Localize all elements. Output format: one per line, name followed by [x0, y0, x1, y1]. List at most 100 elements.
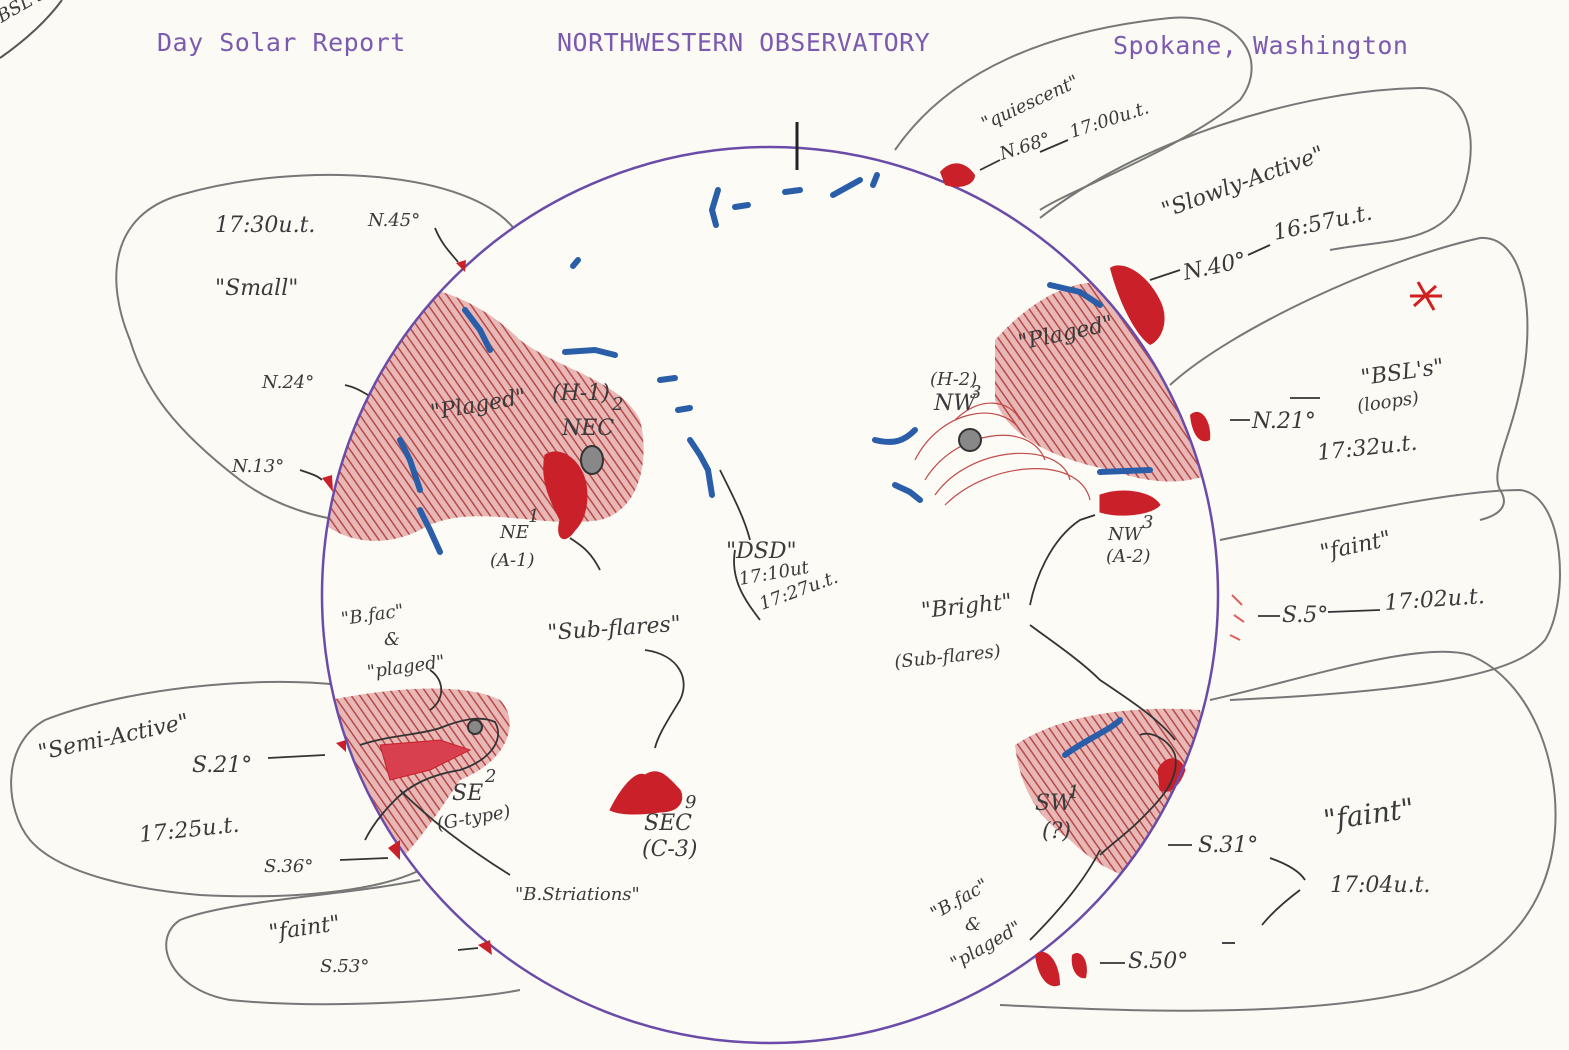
lr-quality: "faint" — [1321, 792, 1416, 837]
filament-8 — [562, 346, 618, 358]
label-sec: SEC — [644, 811, 692, 836]
spot-nec — [580, 445, 604, 475]
prom-s53 — [478, 940, 492, 955]
label-h2: (H-2) — [930, 369, 977, 390]
prom-s5 — [1229, 594, 1245, 641]
ul-lat-n24: N.24° — [261, 372, 314, 393]
ll-quality: "Semi-Active" — [36, 710, 191, 766]
core-nec — [543, 451, 588, 540]
label-nec: NEC — [561, 416, 614, 441]
observatory-name: NORTHWESTERN OBSERVATORY — [557, 28, 931, 57]
filament-6 — [570, 257, 581, 269]
filament-5 — [870, 172, 880, 188]
prom-s21 — [336, 740, 346, 752]
filament-17 — [1097, 467, 1153, 475]
label-sec-num: 9 — [685, 792, 696, 813]
balloon-right — [1169, 236, 1529, 521]
r-time: 17:32u.t. — [1316, 431, 1418, 466]
filament-11 — [687, 437, 715, 498]
ur-quality: "Slowly-Active" — [1159, 142, 1328, 224]
spot-nw — [958, 428, 982, 452]
ul-time: 17:30u.t. — [215, 213, 315, 238]
balloon-lower-right — [999, 650, 1557, 1012]
balloon-top — [894, 16, 1253, 211]
label-nw-lower-num: 3 — [1142, 512, 1153, 533]
filament-14 — [1047, 282, 1103, 308]
label-bfac-right-and: & — [965, 914, 981, 935]
star-marker — [1410, 281, 1442, 311]
rm-lat: S.5° — [1282, 603, 1328, 628]
ll-lat2: S.36° — [264, 856, 313, 877]
margin-note: BSL's — [0, 0, 63, 59]
balloon-upper-right — [1039, 86, 1472, 251]
prom-s50 — [1035, 951, 1060, 987]
label-b-striations: "B.Striations" — [515, 884, 640, 905]
prom-n21 — [1190, 411, 1211, 442]
report-title: Day Solar Report — [157, 28, 406, 57]
balloon-upper-left — [115, 173, 516, 521]
rm-time: 17:02u.t. — [1384, 584, 1486, 616]
label-sw-q: (?) — [1042, 819, 1071, 844]
prom-n45 — [456, 260, 466, 272]
ll-lat1: S.21° — [192, 753, 252, 778]
callout-balloons — [10, 16, 1561, 1012]
filament-15 — [872, 427, 918, 445]
lr-lat2: S.50° — [1128, 949, 1188, 974]
label-se: SE — [452, 781, 483, 806]
label-a1: (A-1) — [490, 550, 535, 571]
filament-1 — [708, 187, 721, 228]
label-sw: SW — [1035, 791, 1075, 816]
ul-lat-n13: N.13° — [231, 456, 284, 477]
lr-lat1: S.31° — [1198, 833, 1258, 858]
filament-3 — [782, 187, 803, 195]
sunspots — [467, 428, 982, 735]
top-quality: "quiescent" — [978, 71, 1082, 134]
label-ne: NE — [499, 522, 529, 543]
ul-lat-n45: N.45° — [367, 210, 420, 231]
label-nw-lower: NW — [1107, 524, 1144, 545]
label-sec-type: (C-3) — [642, 837, 697, 862]
label-h1: (H-1) — [552, 381, 610, 406]
filament-16 — [892, 482, 923, 503]
filament-18 — [1062, 717, 1123, 758]
label-nec-num: 2 — [611, 394, 623, 415]
prom-n40 — [1110, 265, 1165, 345]
bl-quality: "faint" — [267, 911, 341, 946]
filament-4 — [830, 177, 863, 198]
balloon-lower-left — [10, 680, 421, 898]
label-sw-num: 1 — [1068, 782, 1079, 803]
ur-time: 16:57u.t. — [1271, 201, 1374, 246]
filament-12 — [397, 437, 423, 493]
leader-lines — [267, 139, 1381, 964]
label-a2: (A-2) — [1106, 546, 1151, 567]
observatory-location: Spokane, Washington — [1113, 31, 1409, 60]
ur-lat: N.40° — [1180, 248, 1249, 286]
balloon-bottom-left — [165, 879, 521, 1006]
disk-limb — [320, 145, 1220, 1045]
core-se — [379, 739, 472, 781]
filament-7 — [462, 307, 493, 353]
lr-time: 17:04u.t. — [1330, 873, 1430, 898]
label-se-num: 2 — [484, 766, 496, 787]
bl-lat: S.53° — [320, 956, 369, 977]
label-ne-num: 1 — [528, 506, 539, 527]
filament-13 — [417, 507, 443, 555]
prom-n13 — [322, 475, 333, 492]
spot-se — [467, 719, 483, 735]
ul-quality: "Small" — [215, 276, 298, 301]
label-bfac-left-and: & — [384, 629, 400, 650]
active-region-cores — [379, 451, 1186, 815]
filament-9 — [657, 375, 678, 383]
core-sec — [609, 771, 683, 815]
prom-n68 — [940, 163, 975, 187]
core-nw-a2 — [1099, 490, 1161, 516]
rm-quality: "faint" — [1318, 527, 1393, 566]
r-quality: "BSL's" — [1359, 355, 1445, 391]
filament-2 — [732, 202, 751, 210]
prom-s50b — [1071, 952, 1087, 979]
r-note: (loops) — [1356, 387, 1421, 416]
top-time: 17:00u.t. — [1067, 97, 1152, 142]
nw-loops — [914, 402, 1091, 506]
